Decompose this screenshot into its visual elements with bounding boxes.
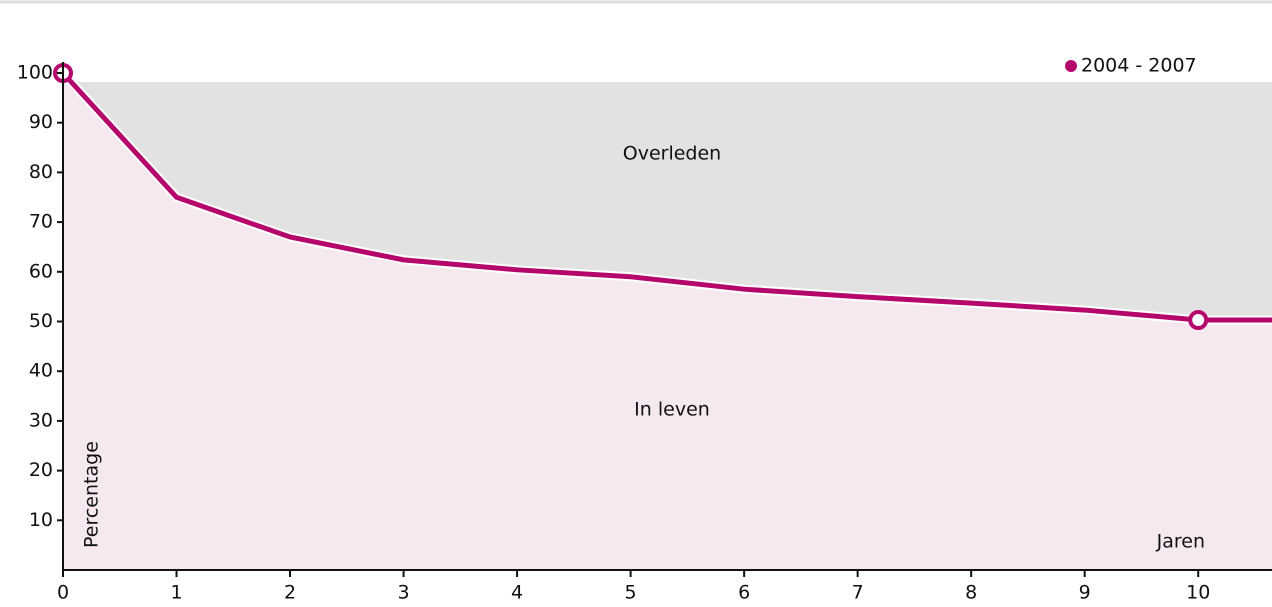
x-tick-label: 7	[852, 582, 864, 604]
y-tick-label: 10	[29, 509, 53, 531]
y-tick-label: 60	[29, 260, 53, 282]
alive-area	[63, 73, 1272, 570]
y-axis-label: Percentage	[81, 441, 103, 548]
annotation: In leven	[634, 399, 710, 421]
x-axis-label: Jaren	[1156, 531, 1205, 553]
x-tick-label: 6	[738, 582, 750, 604]
x-tick-label: 9	[1079, 582, 1091, 604]
x-tick-label: 10	[1186, 582, 1210, 604]
y-tick-label: 20	[29, 459, 53, 481]
x-tick-label: 0	[57, 582, 69, 604]
x-tick-label: 2	[284, 582, 296, 604]
y-tick-label: 90	[29, 111, 53, 133]
annotation: Overleden	[623, 143, 721, 165]
y-tick-label: 30	[29, 409, 53, 431]
line	[61, 71, 1272, 323]
y-tick-label: 100	[17, 62, 53, 84]
legend-label: 2004 - 2007	[1081, 55, 1197, 77]
x-tick-label: 1	[170, 582, 182, 604]
y-tick-label: 50	[29, 310, 53, 332]
x-tick-label: 3	[398, 582, 410, 604]
legend-marker	[1065, 60, 1077, 72]
plot	[59, 69, 1272, 570]
y-tick-label: 80	[29, 161, 53, 183]
point-marker	[1188, 310, 1209, 331]
y-tick-label: 40	[29, 360, 53, 382]
x-tick-label: 5	[625, 582, 637, 604]
x-tick-label: 8	[965, 582, 977, 604]
x-tick-label: 4	[511, 582, 523, 604]
y-tick-label: 70	[29, 211, 53, 233]
